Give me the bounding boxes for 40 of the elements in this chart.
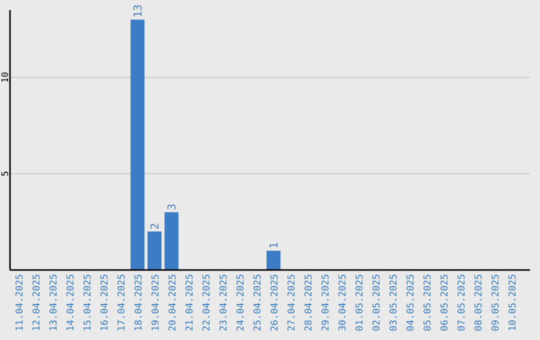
x-tick-label: 18.04.2025: [134, 274, 144, 332]
bar: [164, 212, 178, 270]
x-tick-label: 21.04.2025: [184, 274, 196, 332]
y-tick-label: 10: [1, 72, 11, 83]
x-tick-label: 03.05.2025: [388, 274, 400, 332]
data-label: 1: [268, 242, 280, 249]
bar: [266, 250, 280, 270]
x-tick-label: 13.04.2025: [48, 274, 60, 332]
x-tick-label: 25.04.2025: [252, 274, 264, 332]
x-tick-label: 27.04.2025: [286, 274, 298, 332]
data-label: 3: [166, 204, 178, 210]
x-tick-label: 17.04.2025: [116, 274, 128, 332]
x-tick-label: 30.04.2025: [338, 274, 348, 332]
x-tick-label: 23.04.2025: [218, 274, 230, 332]
x-tick-label: 16.04.2025: [100, 274, 110, 332]
x-tick-label: 01.05.2025: [354, 274, 366, 332]
x-tick-label: 22.04.2025: [202, 274, 212, 332]
x-tick-label: 12.04.2025: [32, 274, 42, 332]
data-label: 13: [132, 4, 144, 18]
x-tick-label: 02.05.2025: [372, 274, 382, 332]
x-tick-label: 05.05.2025: [422, 274, 434, 332]
x-tick-label: 14.04.2025: [66, 274, 76, 332]
x-tick-label: 10.05.2025: [508, 274, 518, 332]
x-tick-label: 15.04.2025: [82, 274, 94, 332]
data-label: 2: [148, 222, 162, 230]
x-tick-label: 20.04.2025: [168, 274, 178, 332]
x-tick-label: 07.05.2025: [456, 274, 468, 332]
x-tick-label: 24.04.2025: [236, 274, 246, 332]
x-tick-label: 28.04.2025: [304, 274, 314, 332]
x-tick-label: 26.04.2025: [270, 274, 280, 332]
x-tick-label: 19.04.2025: [150, 274, 162, 332]
x-tick-label: 09.05.2025: [490, 274, 502, 332]
x-tick-label: 11.04.2025: [14, 274, 26, 332]
x-tick-label: 08.05.2025: [474, 274, 484, 332]
x-tick-label: 06.05.2025: [440, 274, 450, 332]
x-tick-label: 29.04.2025: [320, 274, 332, 332]
bar: [130, 20, 144, 270]
y-tick-label: 5: [1, 170, 11, 176]
bar: [148, 231, 162, 270]
x-tick-label: 04.05.2025: [406, 274, 416, 332]
